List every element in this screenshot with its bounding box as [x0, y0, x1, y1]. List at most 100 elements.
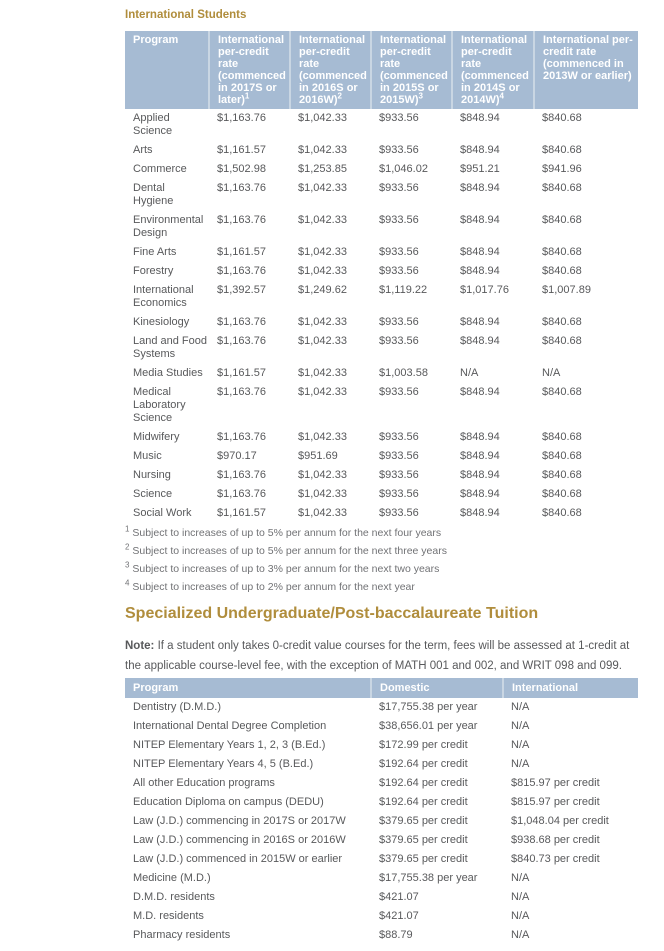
rate-cell: $1,042.33	[290, 262, 371, 281]
rate-cell: N/A	[534, 364, 638, 383]
table-row: Science $1,163.76 $1,042.33 $933.56 $848.94 $…	[125, 485, 638, 504]
rate-cell: $1,042.33	[290, 211, 371, 243]
domestic-cell: $38,656.01 per year	[371, 717, 503, 736]
rate-cell: $933.56	[371, 262, 452, 281]
international-rates-table: Program International per-credit rate (co…	[125, 31, 638, 523]
international-cell: $1,048.04 per credit	[503, 812, 638, 831]
rate-cell: $1,161.57	[209, 141, 290, 160]
rate-cell: $1,042.33	[290, 332, 371, 364]
column-header-label: Domestic	[380, 682, 430, 694]
intl-column-header-rate-2017s-or-later: International per-credit rate (commenced…	[208, 31, 290, 109]
spec-column-header-domestic: Domestic	[370, 678, 503, 698]
rate-cell: $840.68	[534, 141, 638, 160]
rate-cell: $933.56	[371, 447, 452, 466]
table-row: Nursing $1,163.76 $1,042.33 $933.56 $848.94 $…	[125, 466, 638, 485]
table-row: Forestry $1,163.76 $1,042.33 $933.56 $848.94…	[125, 262, 638, 281]
table-row: All other Education programs $192.64 per …	[125, 774, 638, 793]
rate-cell: $840.68	[534, 428, 638, 447]
rate-cell: $848.94	[452, 383, 534, 428]
international-cell: $938.68 per credit	[503, 831, 638, 850]
domestic-cell: $88.79	[371, 926, 503, 945]
footnote-marker: 4	[125, 578, 130, 588]
rate-cell: $848.94	[452, 262, 534, 281]
rate-cell: $1,502.98	[209, 160, 290, 179]
rate-cell: $848.94	[452, 485, 534, 504]
international-cell: N/A	[503, 736, 638, 755]
intl-column-header-program: Program	[125, 31, 209, 109]
specialized-tuition-table-body: Dentistry (D.M.D.) $17,755.38 per year N/A…	[125, 698, 638, 945]
domestic-cell: $172.99 per credit	[371, 736, 503, 755]
rate-cell: $1,042.33	[290, 109, 371, 141]
rate-cell: $840.68	[534, 109, 638, 141]
footnote-4: 4 Subject to increases of up to 2% per a…	[125, 578, 638, 594]
table-row: Law (J.D.) commenced in 2015W or earlier…	[125, 850, 638, 869]
footnotes: 1 Subject to increases of up to 5% per a…	[125, 525, 638, 594]
footnote-reference: 3	[418, 91, 423, 101]
international-cell: N/A	[503, 717, 638, 736]
footnote-reference: 4	[499, 91, 504, 101]
rate-cell: $1,042.33	[290, 383, 371, 428]
rate-cell: N/A	[452, 364, 534, 383]
intl-column-header-rate-2015s-or-2015w: International per-credit rate (commenced…	[370, 31, 452, 109]
table-row: Education Diploma on campus (DEDU) $192.6…	[125, 793, 638, 812]
table-row: Fine Arts $1,161.57 $1,042.33 $933.56 $848.9…	[125, 243, 638, 262]
table-row: Dental Hygiene $1,163.76 $1,042.33 $933.56 $…	[125, 179, 638, 211]
note-paragraph: Note: If a student only takes 0-credit v…	[125, 636, 638, 676]
intl-column-header-rate-2016s-or-2016w: International per-credit rate (commenced…	[289, 31, 371, 109]
program-cell: Nursing	[125, 466, 209, 485]
program-cell: Land and Food Systems	[125, 332, 209, 364]
table-row: Medicine (M.D.) $17,755.38 per year N/A	[125, 869, 638, 888]
rate-cell: $1,046.02	[371, 160, 452, 179]
program-cell: International Economics	[125, 281, 209, 313]
domestic-cell: $379.65 per credit	[371, 812, 503, 831]
rate-cell: $1,017.76	[452, 281, 534, 313]
domestic-cell: $421.07	[371, 907, 503, 926]
table-row: International Economics $1,392.57 $1,249.6…	[125, 281, 638, 313]
international-cell: N/A	[503, 755, 638, 774]
column-header-label: International per-credit rate (commenced…	[299, 34, 367, 106]
rate-cell: $933.56	[371, 466, 452, 485]
table-row: Environmental Design $1,163.76 $1,042.33 $9…	[125, 211, 638, 243]
rate-cell: $1,042.33	[290, 364, 371, 383]
domestic-cell: $421.07	[371, 888, 503, 907]
column-header-label: International per-credit rate (commenced…	[543, 34, 633, 82]
footnote-3: 3 Subject to increases of up to 3% per a…	[125, 561, 638, 576]
program-cell: Dentistry (D.M.D.)	[125, 698, 371, 717]
footnote-text: Subject to increases of up to 5% per ann…	[132, 527, 442, 539]
program-cell: Applied Science	[125, 109, 209, 141]
table-row: D.M.D. residents $421.07 N/A	[125, 888, 638, 907]
rate-cell: $1,042.33	[290, 504, 371, 523]
header-row: Program International per-credit rate (co…	[125, 31, 638, 109]
header-row: Program Domestic International	[125, 678, 638, 698]
table-row: NITEP Elementary Years 4, 5 (B.Ed.) $192.…	[125, 755, 638, 774]
international-rates-table-body: Applied Science $1,163.76 $1,042.33 $933.56…	[125, 109, 638, 523]
rate-cell: $840.68	[534, 243, 638, 262]
footnote-1: 1 Subject to increases of up to 5% per a…	[125, 525, 638, 540]
spec-column-header-program: Program	[125, 678, 371, 698]
rate-cell: $840.68	[534, 466, 638, 485]
column-header-label: International per-credit rate (commenced…	[218, 34, 286, 106]
program-cell: Midwifery	[125, 428, 209, 447]
international-cell: N/A	[503, 888, 638, 907]
footnote-marker: 2	[125, 542, 130, 552]
rate-cell: $840.68	[534, 485, 638, 504]
rate-cell: $848.94	[452, 313, 534, 332]
rate-cell: $1,042.33	[290, 466, 371, 485]
rate-cell: $848.94	[452, 243, 534, 262]
table-row: Commerce $1,502.98 $1,253.85 $1,046.02 $951.…	[125, 160, 638, 179]
rate-cell: $933.56	[371, 243, 452, 262]
rate-cell: $1,163.76	[209, 485, 290, 504]
column-header-label: Program	[133, 682, 179, 694]
international-cell: N/A	[503, 926, 638, 945]
footnote-reference: 2	[337, 91, 342, 101]
rate-cell: $840.68	[534, 313, 638, 332]
rate-cell: $848.94	[452, 466, 534, 485]
rate-cell: $1,163.76	[209, 109, 290, 141]
program-cell: NITEP Elementary Years 1, 2, 3 (B.Ed.)	[125, 736, 371, 755]
intl-column-header-rate-2013w-or-earlier: International per-credit rate (commenced…	[533, 31, 638, 109]
table-row: Medical Laboratory Science $1,163.76 $1,04…	[125, 383, 638, 428]
table-row: Kinesiology $1,163.76 $1,042.33 $933.56 $848…	[125, 313, 638, 332]
rate-cell: $840.68	[534, 179, 638, 211]
footnote-text: Subject to increases of up to 5% per ann…	[132, 545, 447, 557]
